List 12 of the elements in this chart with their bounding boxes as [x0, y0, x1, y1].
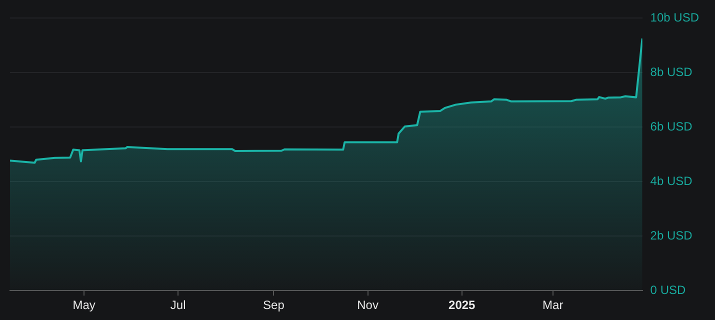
- y-tick-label: 10b USD: [650, 10, 700, 24]
- x-tick-label: 2025: [448, 298, 476, 312]
- y-tick-label: 4b USD: [650, 174, 693, 188]
- x-tick-label: May: [72, 298, 96, 312]
- x-tick-label: Sep: [263, 298, 285, 312]
- y-tick-label: 6b USD: [650, 119, 693, 134]
- x-tick-label: Jul: [170, 298, 186, 312]
- x-tick-label: Mar: [542, 298, 564, 312]
- x-tick-label: Nov: [357, 298, 378, 312]
- y-tick-label: 0 USD: [650, 282, 686, 297]
- y-tick-label: 8b USD: [650, 64, 693, 79]
- y-tick-label: 2b USD: [650, 228, 693, 242]
